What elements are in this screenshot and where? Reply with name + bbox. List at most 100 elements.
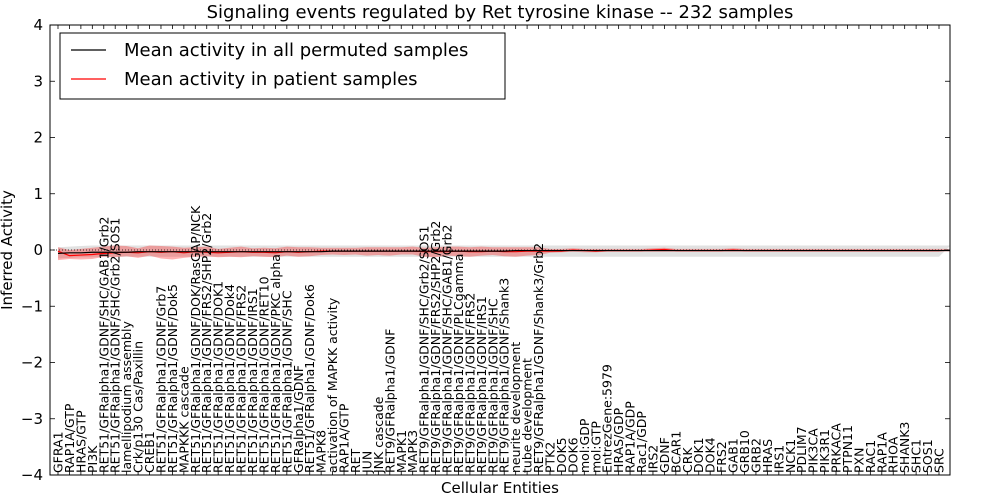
x-tick-label: GDNF — [657, 437, 672, 473]
x-tick-label: PXN — [851, 448, 866, 473]
x-tick-label: RHOA — [886, 436, 901, 473]
x-tick-label: MAPK1 — [394, 430, 409, 473]
series-line-0 — [57, 249, 951, 254]
x-tick-label: GRB2 — [748, 438, 763, 473]
x-tick-label: RET51/GFRalpha1/GDNF/PKC alpha — [268, 254, 283, 473]
x-tick-label: Rac1/GDP — [634, 411, 649, 473]
x-tick-label: IRS1 — [771, 445, 786, 473]
x-tick-label: GFRA1 — [51, 431, 66, 473]
x-tick-label: GFRalpha1/GDNF — [291, 365, 306, 473]
x-tick-label: RET51/GFRalpha1/GDNF/FRS2 — [234, 285, 249, 473]
x-tick-label: RET — [348, 448, 363, 473]
x-tick-label: RET9/GFRalpha1/GDNF/Shank3 — [497, 278, 512, 473]
x-tick-label: mol:GDP — [577, 418, 592, 473]
x-tick-label: RET51/GFRalpha1/GDNF/DOK1 — [211, 281, 226, 473]
x-tick-label: PRKACA — [829, 423, 844, 473]
x-tick-label: RET51/GFRalpha1/GDNF/Dok5 — [165, 284, 180, 473]
x-tick-label: DOK1 — [691, 437, 706, 473]
x-tick-label: RET51/GFRalpha1/GDNF/SHC — [279, 290, 294, 473]
x-tick-label: RAP1A/GTP — [337, 403, 352, 473]
x-tick-label: PIK3R1 — [817, 429, 832, 473]
x-tick-label: RET9/GFRalpha1/GDNF/IRS1 — [474, 296, 489, 473]
x-tick-label: Crk/p130 Cas/Paxillin — [131, 341, 146, 473]
y-tick-label: 2 — [33, 129, 43, 147]
x-tick-label: HRAS — [760, 439, 775, 473]
x-tick-label: FRS2 — [714, 441, 729, 473]
x-tick-label: MAPK8 — [314, 430, 329, 473]
x-tick-label: RET9/GFRalpha1/GDNF/SHC — [485, 298, 500, 473]
legend-label-patient: Mean activity in patient samples — [124, 69, 418, 90]
x-tick-label: SRC — [932, 448, 947, 473]
x-tick-label: PDLIM7 — [794, 426, 809, 473]
x-tick-label: neurite development — [508, 342, 523, 473]
x-tick-label: PIK3CA — [806, 428, 821, 473]
x-axis-label: Cellular Entities — [441, 479, 559, 497]
x-tick-label: GAB1 — [726, 438, 741, 473]
x-tick-label: RET9/GFRalpha1/GDNF/PLCgamma — [451, 254, 466, 473]
x-tick-label: RAC1 — [863, 440, 878, 473]
x-tick-label: RET9/GFRalpha1/GDNF/SHC/Grb2/SOS1 — [417, 226, 432, 473]
band-series-1 — [58, 245, 951, 261]
y-tick-label: −4 — [21, 466, 43, 484]
x-tick-label: PTK2 — [542, 442, 557, 473]
x-tick-label: RET51/GFRalpha1/GDNF/FRS2/SHP2/Grb2 — [199, 213, 214, 473]
x-tick-label: RAP1A — [874, 432, 889, 473]
y-tick-label: 0 — [33, 241, 43, 259]
x-ticks — [57, 25, 940, 475]
x-tick-label: MAPK3 — [405, 430, 420, 473]
x-tick-label: EntrezGene:5979 — [600, 364, 615, 473]
x-tick-label: RET9/GFRalpha1/GDNF/FRS2/SHP2/Grb2 — [428, 221, 443, 473]
x-tick-label: lamellipodium assembly — [119, 321, 134, 473]
x-tick-label: SOS1 — [920, 439, 935, 473]
x-tick-label: SHANK3 — [897, 422, 912, 473]
x-tick-label: activation of MAPKK activity — [325, 297, 340, 473]
x-tick-label: MAPKKK cascade — [176, 366, 191, 473]
x-tick-label: RET9/GFRalpha1/GDNF — [382, 329, 397, 473]
plot-frame — [49, 24, 951, 476]
x-tick-label: PTPN11 — [840, 425, 855, 473]
y-tick-label: 3 — [33, 72, 43, 90]
x-tick-label: DOK6 — [565, 437, 580, 473]
x-tick-label: RET51/GFRalpha1/GDNF/SHC/GAB1/Grb2 — [96, 217, 111, 473]
x-tick-label: PI3K — [85, 445, 100, 473]
x-tick-label: RAP1A/GDP — [623, 401, 638, 473]
y-axis-label: Inferred Activity — [0, 190, 16, 310]
x-tick-label: RET51/GFRalpha1/GDNF/Grb7 — [153, 286, 168, 473]
y-tick-label: −3 — [21, 410, 43, 428]
chart-title: Signaling events regulated by Ret tyrosi… — [207, 2, 794, 23]
x-tick-label: RET9/GFRalpha1/GDNF/SHC/GAB1/Grb2 — [440, 224, 455, 473]
y-tick-label: −2 — [21, 354, 43, 372]
legend-label-permuted: Mean activity in all permuted samples — [124, 40, 468, 61]
legend: Mean activity in all permuted samples Me… — [59, 32, 506, 100]
x-tick-label: IRS2 — [645, 445, 660, 473]
x-tick-label: DOK4 — [703, 437, 718, 473]
x-tick-label: HRAS/GDP — [611, 407, 626, 473]
x-tick-label: RET51/GFRalpha1/GDNF/RET10 — [256, 276, 271, 473]
x-tick-label: RAP1A/GTP — [62, 403, 77, 473]
x-tick-label: NCK1 — [783, 439, 798, 473]
series-lines — [57, 248, 951, 257]
x-tick-labels: GFRA1RAP1A/GTPHRAS/GTPPI3KRET51/GFRalpha… — [51, 205, 947, 474]
y-ticks: 4 3 2 1 0 −1 −2 −3 −4 — [21, 16, 950, 484]
x-tick-label: RET51/GFRalpha1/GDNF/IRS1 — [245, 288, 260, 473]
x-tick-label: RET51/GFRalpha1/GDNF/DOK/RasGAP/NCK — [188, 205, 203, 473]
x-tick-label: RET9/GFRalpha1/GDNF/FRS2 — [462, 293, 477, 473]
y-tick-label: 1 — [33, 185, 43, 203]
x-tick-label: DOK5 — [554, 437, 569, 473]
x-tick-label: BCAR1 — [668, 431, 683, 473]
x-tick-label: GRB10 — [737, 430, 752, 473]
x-tick-label: SHC1 — [909, 439, 924, 473]
y-tick-label: −1 — [21, 297, 43, 315]
y-tick-label: 4 — [33, 16, 43, 34]
x-tick-label: CREB1 — [142, 431, 157, 473]
x-tick-label: RET51/GFRalpha1/GDNF/Dok6 — [302, 284, 317, 473]
x-tick-label: tube development — [520, 358, 535, 473]
x-tick-label: JNK cascade — [371, 396, 386, 474]
legend-box — [59, 32, 506, 100]
x-tick-label: JUN — [359, 451, 374, 474]
x-tick-label: HRAS/GTP — [73, 410, 88, 473]
x-tick-label: mol:GTP — [588, 421, 603, 473]
x-tick-label: RET9/GFRalpha1/GDNF/Shank3/Grb2 — [531, 243, 546, 473]
x-tick-label: RET51/GFRalpha1/GDNF/Dok4 — [222, 284, 237, 473]
